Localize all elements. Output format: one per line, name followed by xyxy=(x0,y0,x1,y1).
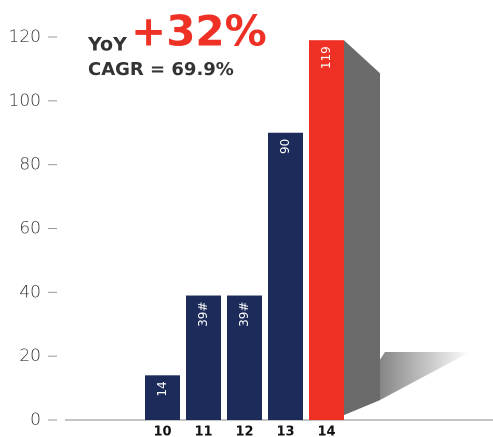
y-tick-label: 100 xyxy=(9,91,41,111)
y-tick-label: 20 xyxy=(19,346,41,366)
bar xyxy=(145,375,180,420)
value-label: 39# xyxy=(237,302,251,327)
y-tick-label: 80 xyxy=(19,155,41,175)
y-tick-label: 60 xyxy=(19,219,41,239)
value-label: 90 xyxy=(278,139,292,154)
y-tick-label: 120 xyxy=(9,27,41,47)
yoy-label: YoY xyxy=(87,34,127,56)
bar xyxy=(186,295,221,420)
yoy-value: +32% xyxy=(131,7,267,56)
bar xyxy=(268,132,303,420)
x-tick-label: 10 xyxy=(153,425,171,437)
bar xyxy=(309,40,344,421)
x-tick-label: 13 xyxy=(276,425,294,437)
x-tick-label: 12 xyxy=(235,425,253,437)
y-tick-label: 0 xyxy=(30,410,41,430)
bar xyxy=(227,295,262,420)
value-label: 39# xyxy=(196,302,210,327)
value-label: 14 xyxy=(155,381,169,396)
x-tick-label: 14 xyxy=(317,425,335,437)
value-label: 119 xyxy=(319,46,333,69)
x-tick-label: 11 xyxy=(194,425,212,437)
y-tick-label: 40 xyxy=(19,282,41,302)
bar-shadow xyxy=(344,40,380,416)
cagr-label: CAGR = 69.9% xyxy=(88,59,234,80)
